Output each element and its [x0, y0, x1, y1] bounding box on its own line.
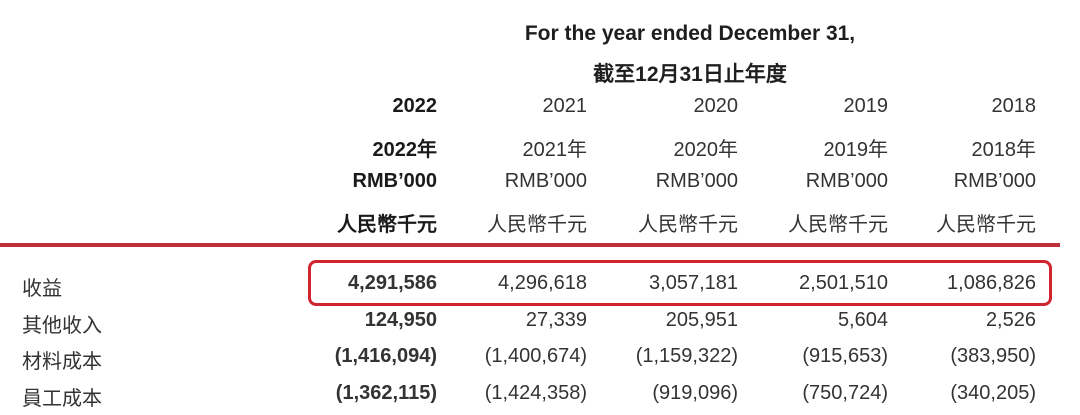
col-unit-2019: RMB’000 — [805, 170, 888, 192]
col-unit-zh-2018: 人民幣千元 — [936, 214, 1036, 236]
cell-material-cost-2019: (915,653) — [802, 345, 888, 367]
cell-other-income-2022: 124,950 — [364, 309, 437, 331]
header-title-zh: 截至12月31日止年度 — [593, 63, 787, 86]
row-label-material-cost: 材料成本 — [22, 351, 102, 373]
col-unit-2020: RMB’000 — [655, 170, 738, 192]
cell-material-cost-2020: (1,159,322) — [635, 345, 738, 367]
cell-revenue-2020: 3,057,181 — [649, 272, 738, 294]
cell-staff-cost-2018: (340,205) — [950, 382, 1036, 404]
col-unit-zh-2020: 人民幣千元 — [638, 214, 738, 236]
revenue-highlight-box — [308, 260, 1052, 306]
row-label-staff-cost: 員工成本 — [22, 388, 102, 410]
cell-other-income-2018: 2,526 — [985, 309, 1036, 331]
cell-revenue-2018: 1,086,826 — [947, 272, 1036, 294]
cell-staff-cost-2021: (1,424,358) — [484, 382, 587, 404]
col-unit-zh-2022: 人民幣千元 — [337, 214, 437, 236]
cell-revenue-2019: 2,501,510 — [799, 272, 888, 294]
col-year-zh-2018: 2018年 — [971, 139, 1037, 161]
col-year-zh-2019: 2019年 — [823, 139, 889, 161]
cell-revenue-2022: 4,291,586 — [348, 272, 437, 294]
header-divider — [0, 243, 1060, 247]
header-title-en: For the year ended December 31, — [524, 22, 856, 45]
cell-material-cost-2022: (1,416,094) — [334, 345, 437, 367]
cell-material-cost-2021: (1,400,674) — [484, 345, 587, 367]
cell-other-income-2019: 5,604 — [837, 309, 888, 331]
cell-other-income-2020: 205,951 — [665, 309, 738, 331]
cell-material-cost-2018: (383,950) — [950, 345, 1036, 367]
col-unit-2021: RMB’000 — [504, 170, 587, 192]
col-unit-zh-2021: 人民幣千元 — [487, 214, 587, 236]
col-year-2022: 2022 — [392, 95, 438, 117]
cell-staff-cost-2019: (750,724) — [802, 382, 888, 404]
row-label-revenue: 收益 — [22, 278, 62, 300]
col-unit-2018: RMB’000 — [953, 170, 1036, 192]
col-unit-2022: RMB’000 — [352, 170, 437, 192]
col-year-zh-2020: 2020年 — [673, 139, 739, 161]
cell-other-income-2021: 27,339 — [525, 309, 587, 331]
col-year-2021: 2021 — [542, 95, 588, 117]
col-year-zh-2021: 2021年 — [522, 139, 588, 161]
col-year-2020: 2020 — [693, 95, 739, 117]
col-year-2019: 2019 — [843, 95, 889, 117]
cell-staff-cost-2020: (919,096) — [652, 382, 738, 404]
cell-staff-cost-2022: (1,362,115) — [335, 382, 437, 404]
col-year-zh-2022: 2022年 — [372, 139, 438, 161]
cell-revenue-2021: 4,296,618 — [498, 272, 587, 294]
col-year-2018: 2018 — [991, 95, 1037, 117]
row-label-other-income: 其他收入 — [22, 315, 102, 337]
col-unit-zh-2019: 人民幣千元 — [788, 214, 888, 236]
